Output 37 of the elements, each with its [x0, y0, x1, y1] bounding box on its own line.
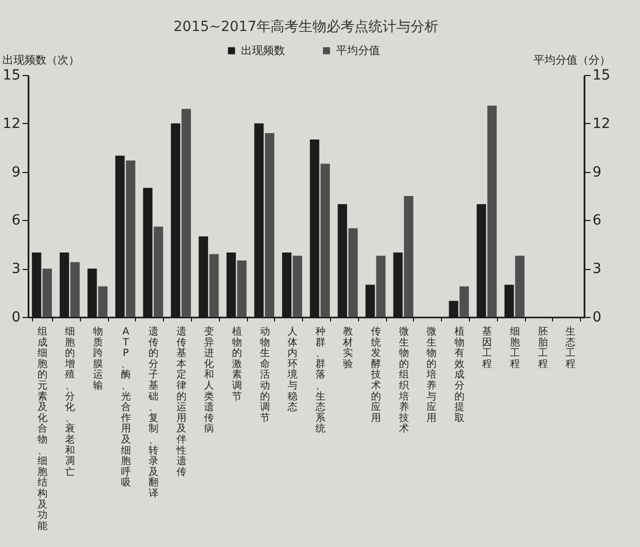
- category-label: 组成细胞的元素及化合物、细胞结构及功能: [37, 326, 48, 532]
- category-label: 种群、群落、生态系统: [315, 326, 326, 435]
- y-tick-label: 3: [12, 261, 20, 278]
- category-label: 微生物的组织培养技术: [398, 326, 409, 435]
- chart-title: 2015~2017年高考生物必考点统计与分析: [174, 19, 438, 35]
- x-tick-label: 胚胎工程: [538, 326, 548, 370]
- x-tick-label: 生态工程: [564, 326, 576, 370]
- y-tick-label: 9: [12, 164, 20, 180]
- category-label: ATP、酶、光合作用及细胞呼吸: [120, 326, 131, 489]
- y-axis-title: 出现频数（次）: [2, 54, 80, 66]
- x-tick-label: 物质跨膜运输: [93, 326, 103, 392]
- y2-tick-label: 0: [592, 310, 602, 326]
- category-label: 动物生命活动的调节: [260, 326, 270, 424]
- y2-tick-label: 15: [592, 68, 610, 84]
- y2-tick-label: 6: [592, 212, 602, 229]
- legend-label: 平均分值: [336, 44, 380, 57]
- x-tick-label: 人体内环境与稳态: [286, 326, 298, 414]
- x-tick-label: 基因工程: [482, 326, 492, 370]
- legend-label: 出现频数: [241, 44, 285, 57]
- y-tick-label: 12: [2, 116, 20, 132]
- category-label: 变异进化和人类遗传病: [204, 326, 214, 435]
- category-label: 遗传基本定律的运用及伴性遗传: [176, 326, 186, 478]
- y2-axis-title: 平均分值（分）: [534, 54, 610, 66]
- category-label: 细胞的增殖、分化、衰老和凋亡: [65, 326, 76, 478]
- y-tick-label: 0: [12, 310, 20, 326]
- x-tick-label: 植物的激素调节: [232, 326, 242, 402]
- y2-tick-label: 12: [592, 116, 610, 132]
- y-tick-label: 6: [12, 212, 21, 229]
- y2-tick-label: 3: [592, 261, 602, 278]
- category-label: 传统发酵技术的应用: [371, 326, 381, 424]
- category-label: 微生物的培养与应用: [426, 326, 437, 424]
- x-tick-label: 细胞工程: [510, 326, 520, 370]
- y-tick-label: 15: [2, 68, 20, 84]
- category-label: 遗传的分子基础、复制、转录及翻译: [148, 326, 159, 500]
- category-label: 植物有效成分的提取: [454, 326, 464, 424]
- x-tick-label: 教材实验: [342, 326, 354, 370]
- y2-tick-label: 9: [592, 164, 602, 180]
